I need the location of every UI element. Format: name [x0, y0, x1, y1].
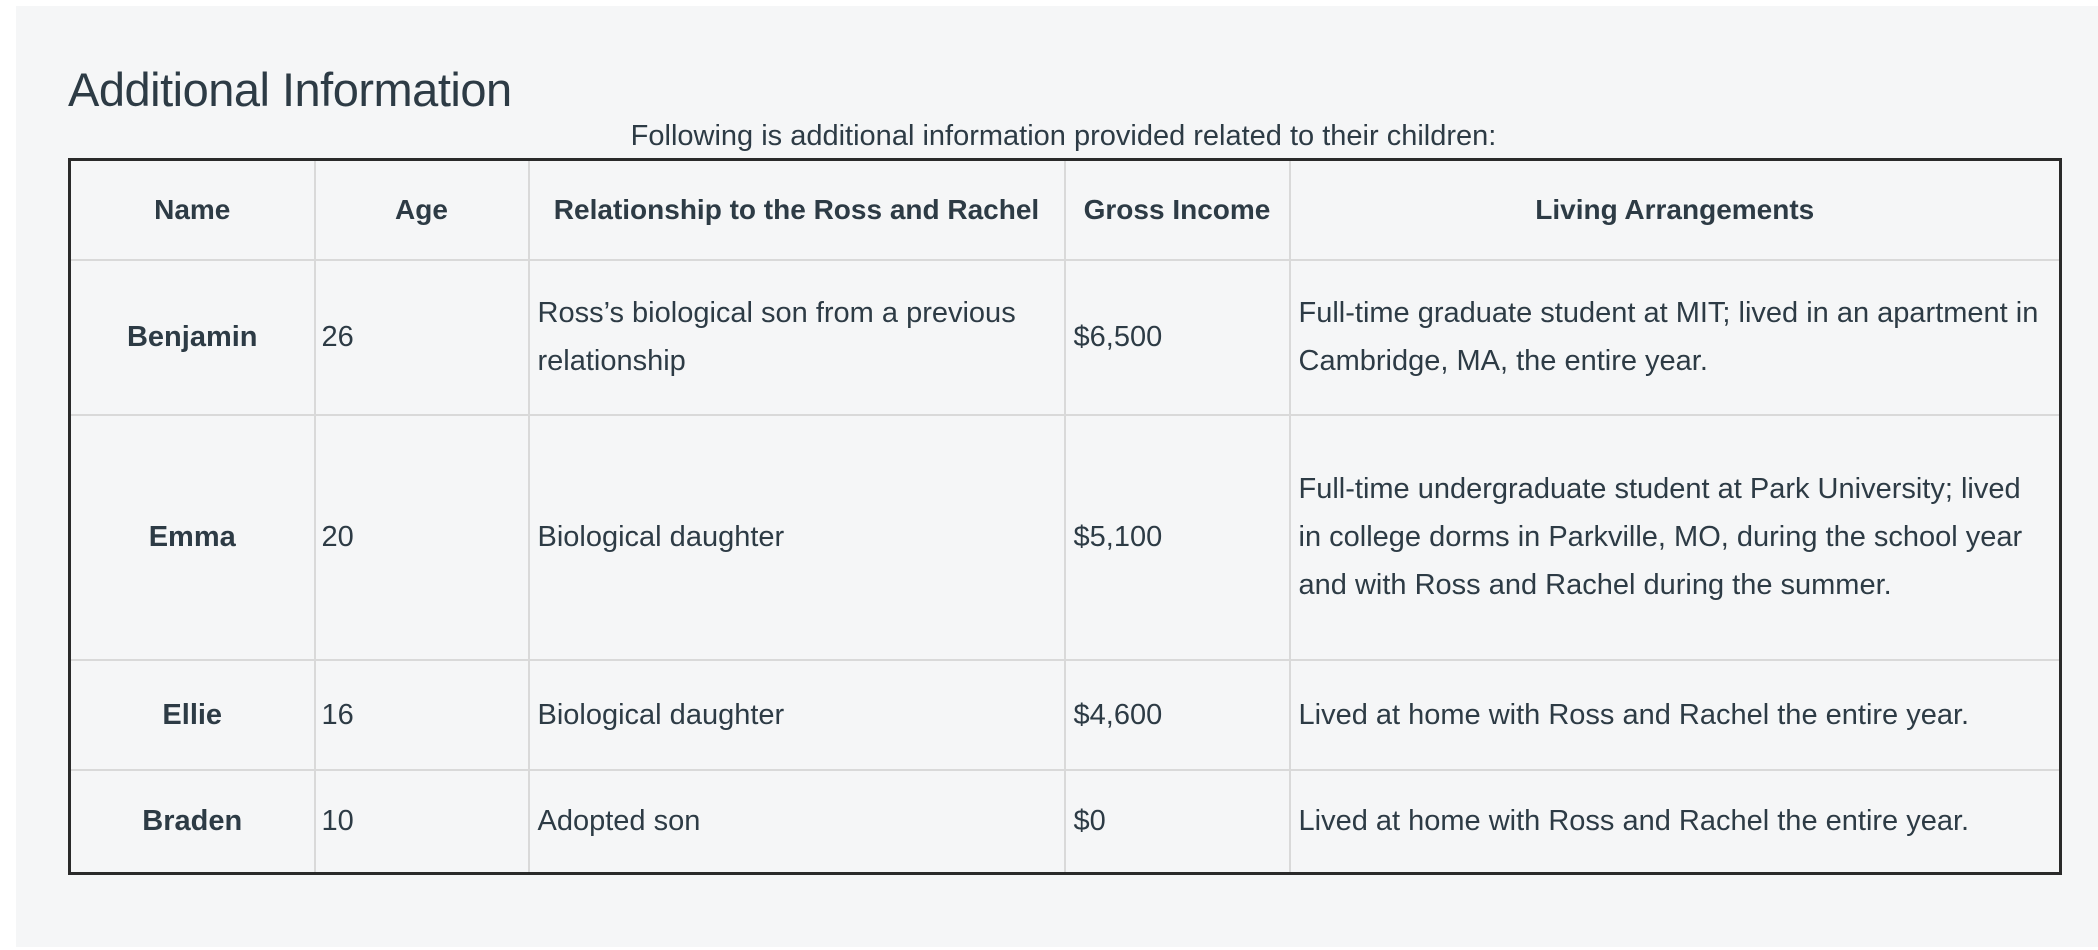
table-row: Emma 20 Biological daughter $5,100 Full-… — [68, 413, 2062, 661]
age-cell: 26 — [313, 258, 530, 416]
gross-income-cell: $5,100 — [1063, 413, 1291, 661]
column-header-age: Age — [313, 158, 530, 261]
name-cell: Emma — [68, 413, 316, 661]
column-header-name: Name — [68, 158, 316, 261]
living-arrangements-cell: Full-time graduate student at MIT; lived… — [1288, 258, 2062, 416]
table-header-row: Name Age Relationship to the Ross and Ra… — [68, 158, 2062, 261]
name-cell: Benjamin — [68, 258, 316, 416]
living-arrangements-cell: Full-time undergraduate student at Park … — [1288, 413, 2062, 661]
name-cell: Braden — [68, 768, 316, 875]
table-row: Braden 10 Adopted son $0 Lived at home w… — [68, 768, 2062, 875]
gross-income-cell: $6,500 — [1063, 258, 1291, 416]
table-body: Benjamin 26 Ross’s biological son from a… — [68, 258, 2062, 875]
relationship-cell: Biological daughter — [527, 413, 1066, 661]
gross-income-cell: $0 — [1063, 768, 1291, 875]
page-title: Additional Information — [68, 63, 512, 117]
age-cell: 20 — [313, 413, 530, 661]
living-arrangements-cell: Lived at home with Ross and Rachel the e… — [1288, 658, 2062, 771]
column-header-relationship: Relationship to the Ross and Rachel — [527, 158, 1066, 261]
relationship-cell: Biological daughter — [527, 658, 1066, 771]
table-row: Benjamin 26 Ross’s biological son from a… — [68, 258, 2062, 416]
column-header-living-arrangements: Living Arrangements — [1288, 158, 2062, 261]
age-cell: 10 — [313, 768, 530, 875]
name-cell: Ellie — [68, 658, 316, 771]
column-header-gross-income: Gross Income — [1063, 158, 1291, 261]
relationship-cell: Ross’s biological son from a previous re… — [527, 258, 1066, 416]
gross-income-cell: $4,600 — [1063, 658, 1291, 771]
children-info-table: Name Age Relationship to the Ross and Ra… — [68, 158, 2062, 875]
relationship-cell: Adopted son — [527, 768, 1066, 875]
table-row: Ellie 16 Biological daughter $4,600 Live… — [68, 658, 2062, 771]
living-arrangements-cell: Lived at home with Ross and Rachel the e… — [1288, 768, 2062, 875]
age-cell: 16 — [313, 658, 530, 771]
content-panel: Additional Information Following is addi… — [16, 6, 2098, 947]
intro-text: Following is additional information prov… — [630, 120, 1497, 152]
